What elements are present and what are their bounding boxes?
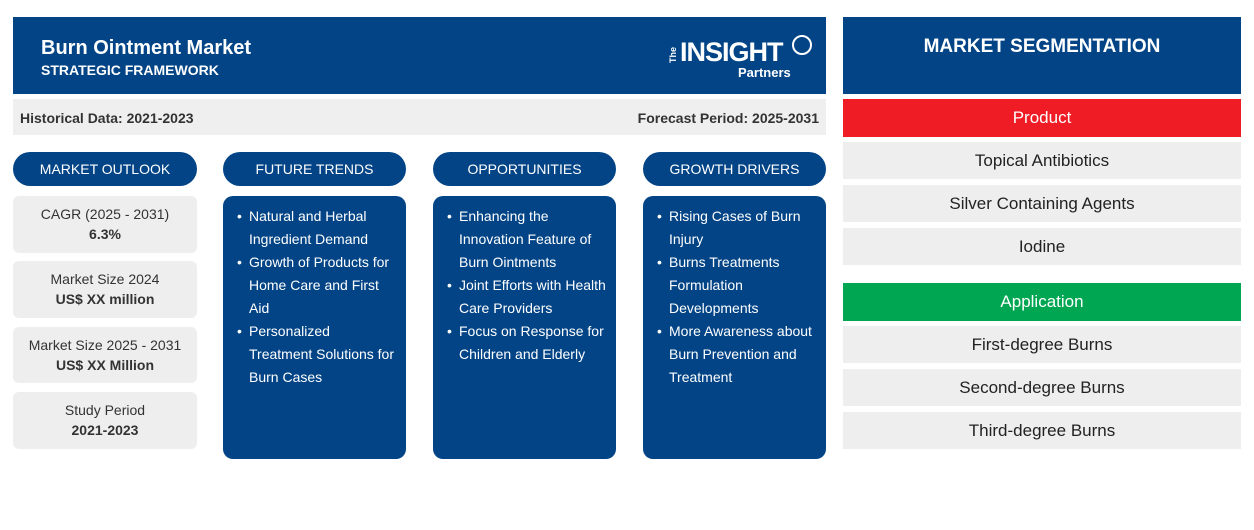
growth-drivers-heading: GROWTH DRIVERS [643,152,826,186]
historical-data: Historical Data: 2021-2023 [20,110,194,126]
future-trends-heading: FUTURE TRENDS [223,152,406,186]
stat-value: US$ XX Million [55,357,154,373]
list-item: Joint Efforts with Health Care Providers [447,274,606,320]
logo-the: The [668,46,678,63]
segment-category-product: Product [843,99,1241,137]
growth-drivers-card: Rising Cases of Burn Injury Burns Treatm… [643,196,826,459]
segment-item: Iodine [843,228,1241,265]
stat-value: 2021-2023 [71,422,139,438]
segment-item: Second-degree Burns [843,369,1241,406]
list-item: Rising Cases of Burn Injury [657,205,816,251]
stat-label: Study Period [64,402,146,418]
report-title: Burn Ointment Market [41,37,252,59]
segmentation-title: MARKET SEGMENTATION [843,17,1241,94]
logo-insight: INSIGHT [680,37,784,67]
stat-market-size-2024: Market Size 2024 US$ XX million [13,261,197,318]
forecast-period: Forecast Period: 2025-2031 [637,110,819,126]
stat-label: Market Size 2025 - 2031 [28,337,182,353]
report-subtitle: STRATEGIC FRAMEWORK [41,62,219,78]
list-item: Enhancing the Innovation Feature of Burn… [447,205,606,274]
stat-study-period: Study Period 2021-2023 [13,392,197,449]
segment-item: Silver Containing Agents [843,185,1241,222]
period-bar: Historical Data: 2021-2023 Forecast Peri… [13,99,826,135]
list-item: Focus on Response for Children and Elder… [447,320,606,366]
segment-category-application: Application [843,283,1241,321]
list-item: Personalized Treatment Solutions for Bur… [237,320,396,389]
segment-item: First-degree Burns [843,326,1241,363]
opportunities-heading: OPPORTUNITIES [433,152,616,186]
stat-value: US$ XX million [55,291,155,307]
list-item: Natural and Herbal Ingredient Demand [237,205,396,251]
report-header: Burn Ointment Market STRATEGIC FRAMEWORK… [13,17,826,94]
list-item: More Awareness about Burn Prevention and… [657,320,816,389]
stat-cagr: CAGR (2025 - 2031) 6.3% [13,196,197,253]
logo-partners: Partners [738,65,791,80]
list-item: Burns Treatments Formulation Development… [657,251,816,320]
list-item: Growth of Products for Home Care and Fir… [237,251,396,320]
stat-market-size-forecast: Market Size 2025 - 2031 US$ XX Million [13,327,197,383]
segment-item: Third-degree Burns [843,412,1241,449]
insight-partners-logo: The INSIGHT Partners [668,33,812,83]
stat-label: CAGR (2025 - 2031) [40,206,170,222]
logo-ring-icon [792,35,812,55]
stat-value: 6.3% [89,226,121,242]
stat-label: Market Size 2024 [50,271,160,287]
segment-item: Topical Antibiotics [843,142,1241,179]
future-trends-card: Natural and Herbal Ingredient Demand Gro… [223,196,406,459]
market-outlook-heading: MARKET OUTLOOK [13,152,197,186]
opportunities-card: Enhancing the Innovation Feature of Burn… [433,196,616,459]
